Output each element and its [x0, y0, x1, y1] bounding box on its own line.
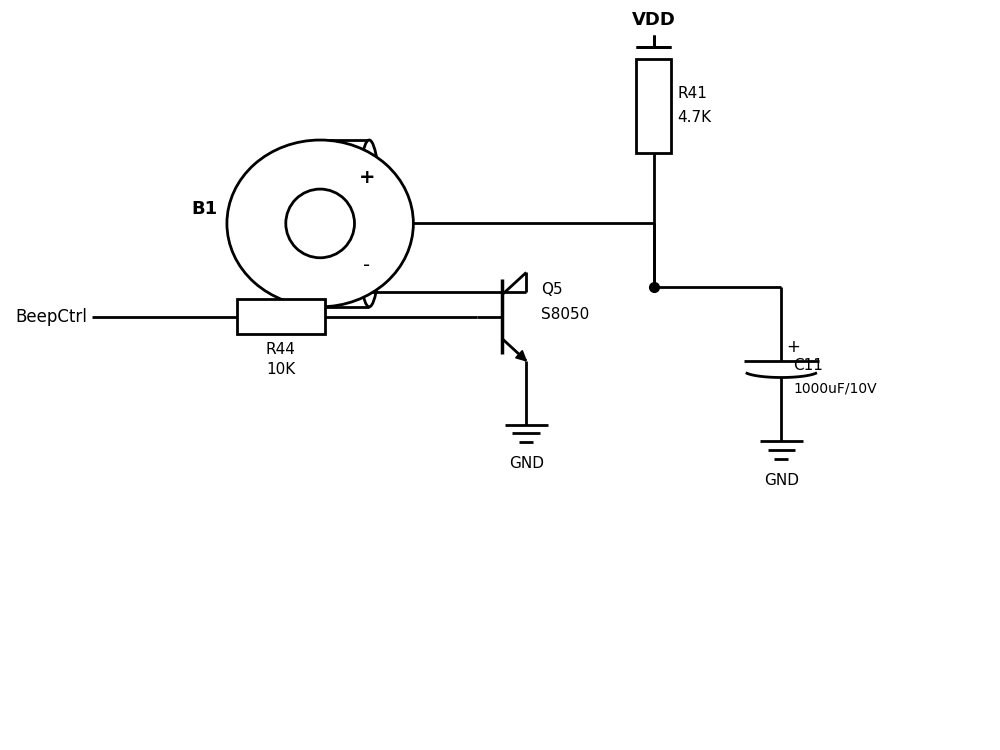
Polygon shape — [516, 350, 526, 361]
Ellipse shape — [227, 140, 413, 307]
Text: C11: C11 — [793, 358, 823, 374]
Text: S8050: S8050 — [541, 308, 589, 322]
Text: B1: B1 — [191, 200, 217, 217]
Text: GND: GND — [764, 472, 799, 488]
Text: R44: R44 — [266, 342, 296, 357]
Text: +: + — [359, 168, 375, 187]
Text: -: - — [363, 256, 370, 274]
Ellipse shape — [357, 140, 381, 307]
Text: VDD: VDD — [632, 11, 676, 29]
Circle shape — [286, 189, 354, 258]
Bar — [237, 299, 325, 334]
Text: 10K: 10K — [266, 362, 296, 376]
Text: +: + — [786, 338, 800, 356]
Text: GND: GND — [509, 456, 544, 471]
Text: BeepCtrl: BeepCtrl — [16, 308, 88, 326]
Text: 4.7K: 4.7K — [677, 110, 711, 125]
Text: 1000uF/10V: 1000uF/10V — [793, 381, 877, 395]
Text: Q5: Q5 — [541, 282, 563, 297]
Bar — [636, 58, 671, 153]
Text: R41: R41 — [677, 86, 707, 101]
